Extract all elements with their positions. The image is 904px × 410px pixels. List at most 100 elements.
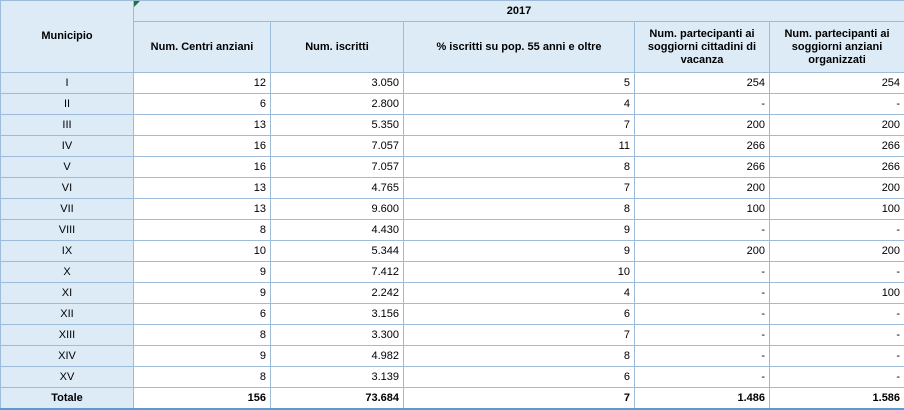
total-cell[interactable]: 7 — [403, 387, 635, 410]
col-header-iscritti[interactable]: Num. iscritti — [270, 21, 404, 73]
data-cell[interactable]: 6 — [403, 366, 635, 388]
data-cell[interactable]: 16 — [133, 156, 271, 178]
data-cell[interactable]: 4.982 — [270, 345, 404, 367]
data-cell[interactable]: 9.600 — [270, 198, 404, 220]
data-cell[interactable]: 200 — [634, 177, 770, 199]
total-cell[interactable]: 73.684 — [270, 387, 404, 410]
data-cell[interactable]: 7.057 — [270, 135, 404, 157]
data-cell[interactable]: 4 — [403, 93, 635, 115]
data-cell[interactable]: 266 — [634, 156, 770, 178]
data-cell[interactable]: 13 — [133, 177, 271, 199]
municipio-cell[interactable]: I — [0, 72, 134, 94]
data-cell[interactable]: 16 — [133, 135, 271, 157]
data-cell[interactable]: - — [768, 366, 904, 388]
municipio-cell[interactable]: VII — [0, 198, 134, 220]
data-cell[interactable]: 9 — [133, 261, 271, 283]
data-cell[interactable]: 5.344 — [270, 240, 404, 262]
data-cell[interactable]: 13 — [133, 198, 271, 220]
data-cell[interactable]: 10 — [403, 261, 635, 283]
data-cell[interactable]: 2.242 — [270, 282, 404, 304]
col-header-soggiorni-cittadini[interactable]: Num. partecipanti ai soggiorni cittadini… — [634, 21, 770, 73]
data-cell[interactable]: 3.139 — [270, 366, 404, 388]
municipio-cell[interactable]: IV — [0, 135, 134, 157]
data-cell[interactable]: 7 — [403, 114, 635, 136]
data-cell[interactable]: - — [634, 219, 770, 241]
data-cell[interactable]: 266 — [768, 135, 904, 157]
total-cell[interactable]: 1.586 — [768, 387, 904, 410]
municipio-cell[interactable]: III — [0, 114, 134, 136]
data-cell[interactable]: 266 — [634, 135, 770, 157]
data-cell[interactable]: 200 — [768, 177, 904, 199]
data-cell[interactable]: 3.156 — [270, 303, 404, 325]
data-cell[interactable]: - — [768, 219, 904, 241]
data-cell[interactable]: - — [768, 93, 904, 115]
municipio-cell[interactable]: V — [0, 156, 134, 178]
municipio-cell[interactable]: II — [0, 93, 134, 115]
data-cell[interactable]: 254 — [768, 72, 904, 94]
data-cell[interactable]: - — [768, 345, 904, 367]
data-cell[interactable]: 4 — [403, 282, 635, 304]
municipio-cell[interactable]: XIII — [0, 324, 134, 346]
data-cell[interactable]: 5.350 — [270, 114, 404, 136]
data-cell[interactable]: 7 — [403, 177, 635, 199]
total-cell[interactable]: 156 — [133, 387, 271, 410]
data-cell[interactable]: 8 — [403, 345, 635, 367]
data-cell[interactable]: 266 — [768, 156, 904, 178]
data-cell[interactable]: - — [634, 303, 770, 325]
data-cell[interactable]: - — [634, 261, 770, 283]
data-cell[interactable]: 8 — [403, 198, 635, 220]
col-header-centri[interactable]: Num. Centri anziani — [133, 21, 271, 73]
data-cell[interactable]: 6 — [403, 303, 635, 325]
data-cell[interactable]: 4.430 — [270, 219, 404, 241]
data-cell[interactable]: 13 — [133, 114, 271, 136]
data-cell[interactable]: - — [634, 324, 770, 346]
data-cell[interactable]: 9 — [403, 219, 635, 241]
data-cell[interactable]: 9 — [133, 282, 271, 304]
data-cell[interactable]: 8 — [133, 324, 271, 346]
data-cell[interactable]: - — [768, 261, 904, 283]
data-cell[interactable]: 3.300 — [270, 324, 404, 346]
data-cell[interactable]: 200 — [634, 240, 770, 262]
col-header-percentuale[interactable]: % iscritti su pop. 55 anni e oltre — [403, 21, 635, 73]
municipio-cell[interactable]: IX — [0, 240, 134, 262]
data-cell[interactable]: 7.057 — [270, 156, 404, 178]
total-label[interactable]: Totale — [0, 387, 134, 410]
data-cell[interactable]: 10 — [133, 240, 271, 262]
data-cell[interactable]: 200 — [634, 114, 770, 136]
data-cell[interactable]: 200 — [768, 114, 904, 136]
data-cell[interactable]: 7.412 — [270, 261, 404, 283]
data-cell[interactable]: 6 — [133, 93, 271, 115]
data-cell[interactable]: 7 — [403, 324, 635, 346]
municipio-cell[interactable]: VIII — [0, 219, 134, 241]
data-cell[interactable]: 254 — [634, 72, 770, 94]
data-cell[interactable]: 8 — [403, 156, 635, 178]
data-cell[interactable]: 6 — [133, 303, 271, 325]
data-cell[interactable]: 12 — [133, 72, 271, 94]
data-cell[interactable]: - — [634, 345, 770, 367]
data-cell[interactable]: 9 — [403, 240, 635, 262]
data-cell[interactable]: 4.765 — [270, 177, 404, 199]
municipio-cell[interactable]: XV — [0, 366, 134, 388]
data-cell[interactable]: 5 — [403, 72, 635, 94]
municipio-cell[interactable]: XIV — [0, 345, 134, 367]
data-cell[interactable]: - — [634, 282, 770, 304]
municipio-cell[interactable]: XI — [0, 282, 134, 304]
col-header-soggiorni-organizzati[interactable]: Num. partecipanti ai soggiorni anziani o… — [768, 21, 904, 73]
data-cell[interactable]: - — [634, 93, 770, 115]
data-cell[interactable]: 100 — [634, 198, 770, 220]
data-cell[interactable]: 100 — [768, 282, 904, 304]
total-cell[interactable]: 1.486 — [634, 387, 770, 410]
municipio-cell[interactable]: XII — [0, 303, 134, 325]
municipio-cell[interactable]: VI — [0, 177, 134, 199]
data-cell[interactable]: - — [634, 366, 770, 388]
data-cell[interactable]: 11 — [403, 135, 635, 157]
data-cell[interactable]: 9 — [133, 345, 271, 367]
municipio-header[interactable]: Municipio — [0, 0, 134, 73]
year-header[interactable]: 2017 — [132, 0, 904, 22]
data-cell[interactable]: 200 — [768, 240, 904, 262]
data-cell[interactable]: - — [768, 324, 904, 346]
data-cell[interactable]: 2.800 — [270, 93, 404, 115]
data-cell[interactable]: 8 — [133, 219, 271, 241]
data-cell[interactable]: 3.050 — [270, 72, 404, 94]
data-cell[interactable]: 100 — [768, 198, 904, 220]
